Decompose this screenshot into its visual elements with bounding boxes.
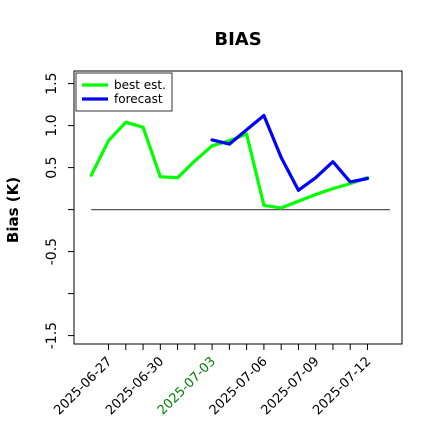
- y-axis-label: Bias (K): [4, 177, 22, 243]
- series-line-forecast: [210, 113, 370, 192]
- chart-title: BIAS: [214, 29, 261, 50]
- axes: -1.5-0.50.51.01.52025-06-272025-06-30202…: [44, 70, 403, 418]
- legend-label: best est.: [114, 78, 166, 92]
- legend: best est.forecast: [75, 72, 173, 112]
- series-group: [89, 113, 370, 210]
- y-tick-label: 1.5: [44, 72, 60, 94]
- y-tick-label: -1.5: [44, 322, 60, 349]
- legend-label: forecast: [114, 92, 163, 106]
- y-tick-label: 1.0: [44, 114, 60, 136]
- y-tick-label: -0.5: [44, 238, 60, 265]
- plot-frame: [73, 70, 403, 345]
- legend-box: [75, 72, 173, 112]
- y-tick-label: 0.5: [44, 156, 60, 178]
- series-line-best-est: [89, 120, 370, 210]
